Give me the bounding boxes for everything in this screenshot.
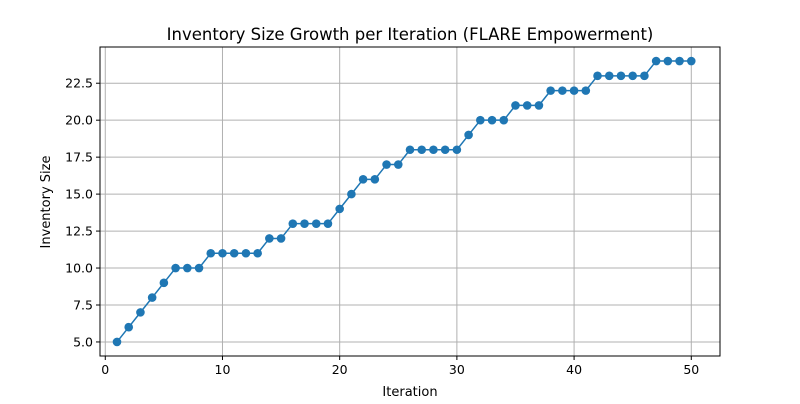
chart-title: Inventory Size Growth per Iteration (FLA…: [167, 25, 654, 44]
y-tick-label: 20.0: [65, 113, 93, 128]
data-point: [159, 278, 169, 288]
data-point: [393, 160, 403, 169]
data-point: [511, 101, 520, 110]
data-point: [440, 145, 450, 155]
data-point: [452, 145, 462, 155]
data-point: [499, 115, 509, 125]
data-point: [628, 71, 637, 81]
x-tick-label: 10: [215, 362, 231, 377]
data-point: [370, 175, 380, 184]
data-point: [347, 189, 356, 199]
data-point: [429, 145, 438, 155]
data-point: [124, 322, 134, 332]
x-axis-label: Iteration: [382, 385, 437, 400]
data-point: [604, 71, 614, 81]
data-point: [323, 219, 333, 228]
data-point: [276, 234, 286, 243]
data-point: [686, 56, 696, 66]
data-point: [300, 219, 309, 228]
data-point: [112, 337, 122, 347]
data-point: [206, 248, 216, 258]
data-point: [405, 145, 415, 155]
data-point: [218, 248, 227, 258]
data-point: [183, 263, 192, 273]
data-point: [311, 219, 321, 228]
data-point: [147, 293, 157, 302]
ticks: 0 10 20 30 40 50 5.0 7.5 10.0 12.5 15.0 17.5 20.0 22.…: [65, 76, 699, 377]
y-axis-label: Inventory Size: [39, 156, 54, 249]
data-point: [194, 263, 204, 273]
y-tick-label: 22.5: [65, 76, 93, 91]
data-point: [253, 248, 262, 258]
data-point: [229, 248, 239, 258]
data-point: [288, 219, 298, 228]
series-layer: [112, 56, 696, 347]
data-point: [487, 115, 497, 125]
plot-frame: [99, 46, 721, 357]
y-tick-label: 12.5: [65, 224, 93, 239]
data-point: [522, 101, 532, 110]
x-tick-label: 30: [449, 362, 465, 377]
y-tick-label: 5.0: [73, 334, 93, 349]
data-point: [335, 204, 344, 214]
data-point: [651, 56, 661, 66]
grid: [100, 47, 720, 356]
data-point: [546, 86, 555, 95]
data-point: [358, 175, 368, 184]
data-point: [265, 234, 274, 243]
data-point: [476, 115, 485, 125]
series-line: [116, 60, 692, 343]
data-point: [616, 71, 626, 81]
data-point: [663, 56, 673, 66]
x-tick-label: 50: [683, 362, 699, 377]
x-tick-label: 20: [332, 362, 348, 377]
y-tick-label: 7.5: [73, 297, 93, 312]
data-point: [581, 86, 591, 95]
x-tick-label: 0: [101, 362, 109, 377]
data-point: [675, 56, 684, 66]
data-point: [241, 248, 251, 258]
y-tick-label: 17.5: [65, 150, 93, 165]
x-tick-label: 40: [566, 362, 582, 377]
data-point: [417, 145, 427, 155]
y-tick-label: 10.0: [65, 261, 93, 276]
data-point: [382, 160, 391, 169]
data-point: [593, 71, 602, 81]
data-point: [464, 130, 473, 140]
data-point: [171, 263, 180, 273]
data-point: [569, 86, 579, 95]
data-point: [136, 308, 145, 317]
data-point: [534, 101, 544, 110]
y-tick-label: 15.0: [65, 187, 93, 202]
data-point: [640, 71, 649, 81]
data-point: [558, 86, 567, 95]
